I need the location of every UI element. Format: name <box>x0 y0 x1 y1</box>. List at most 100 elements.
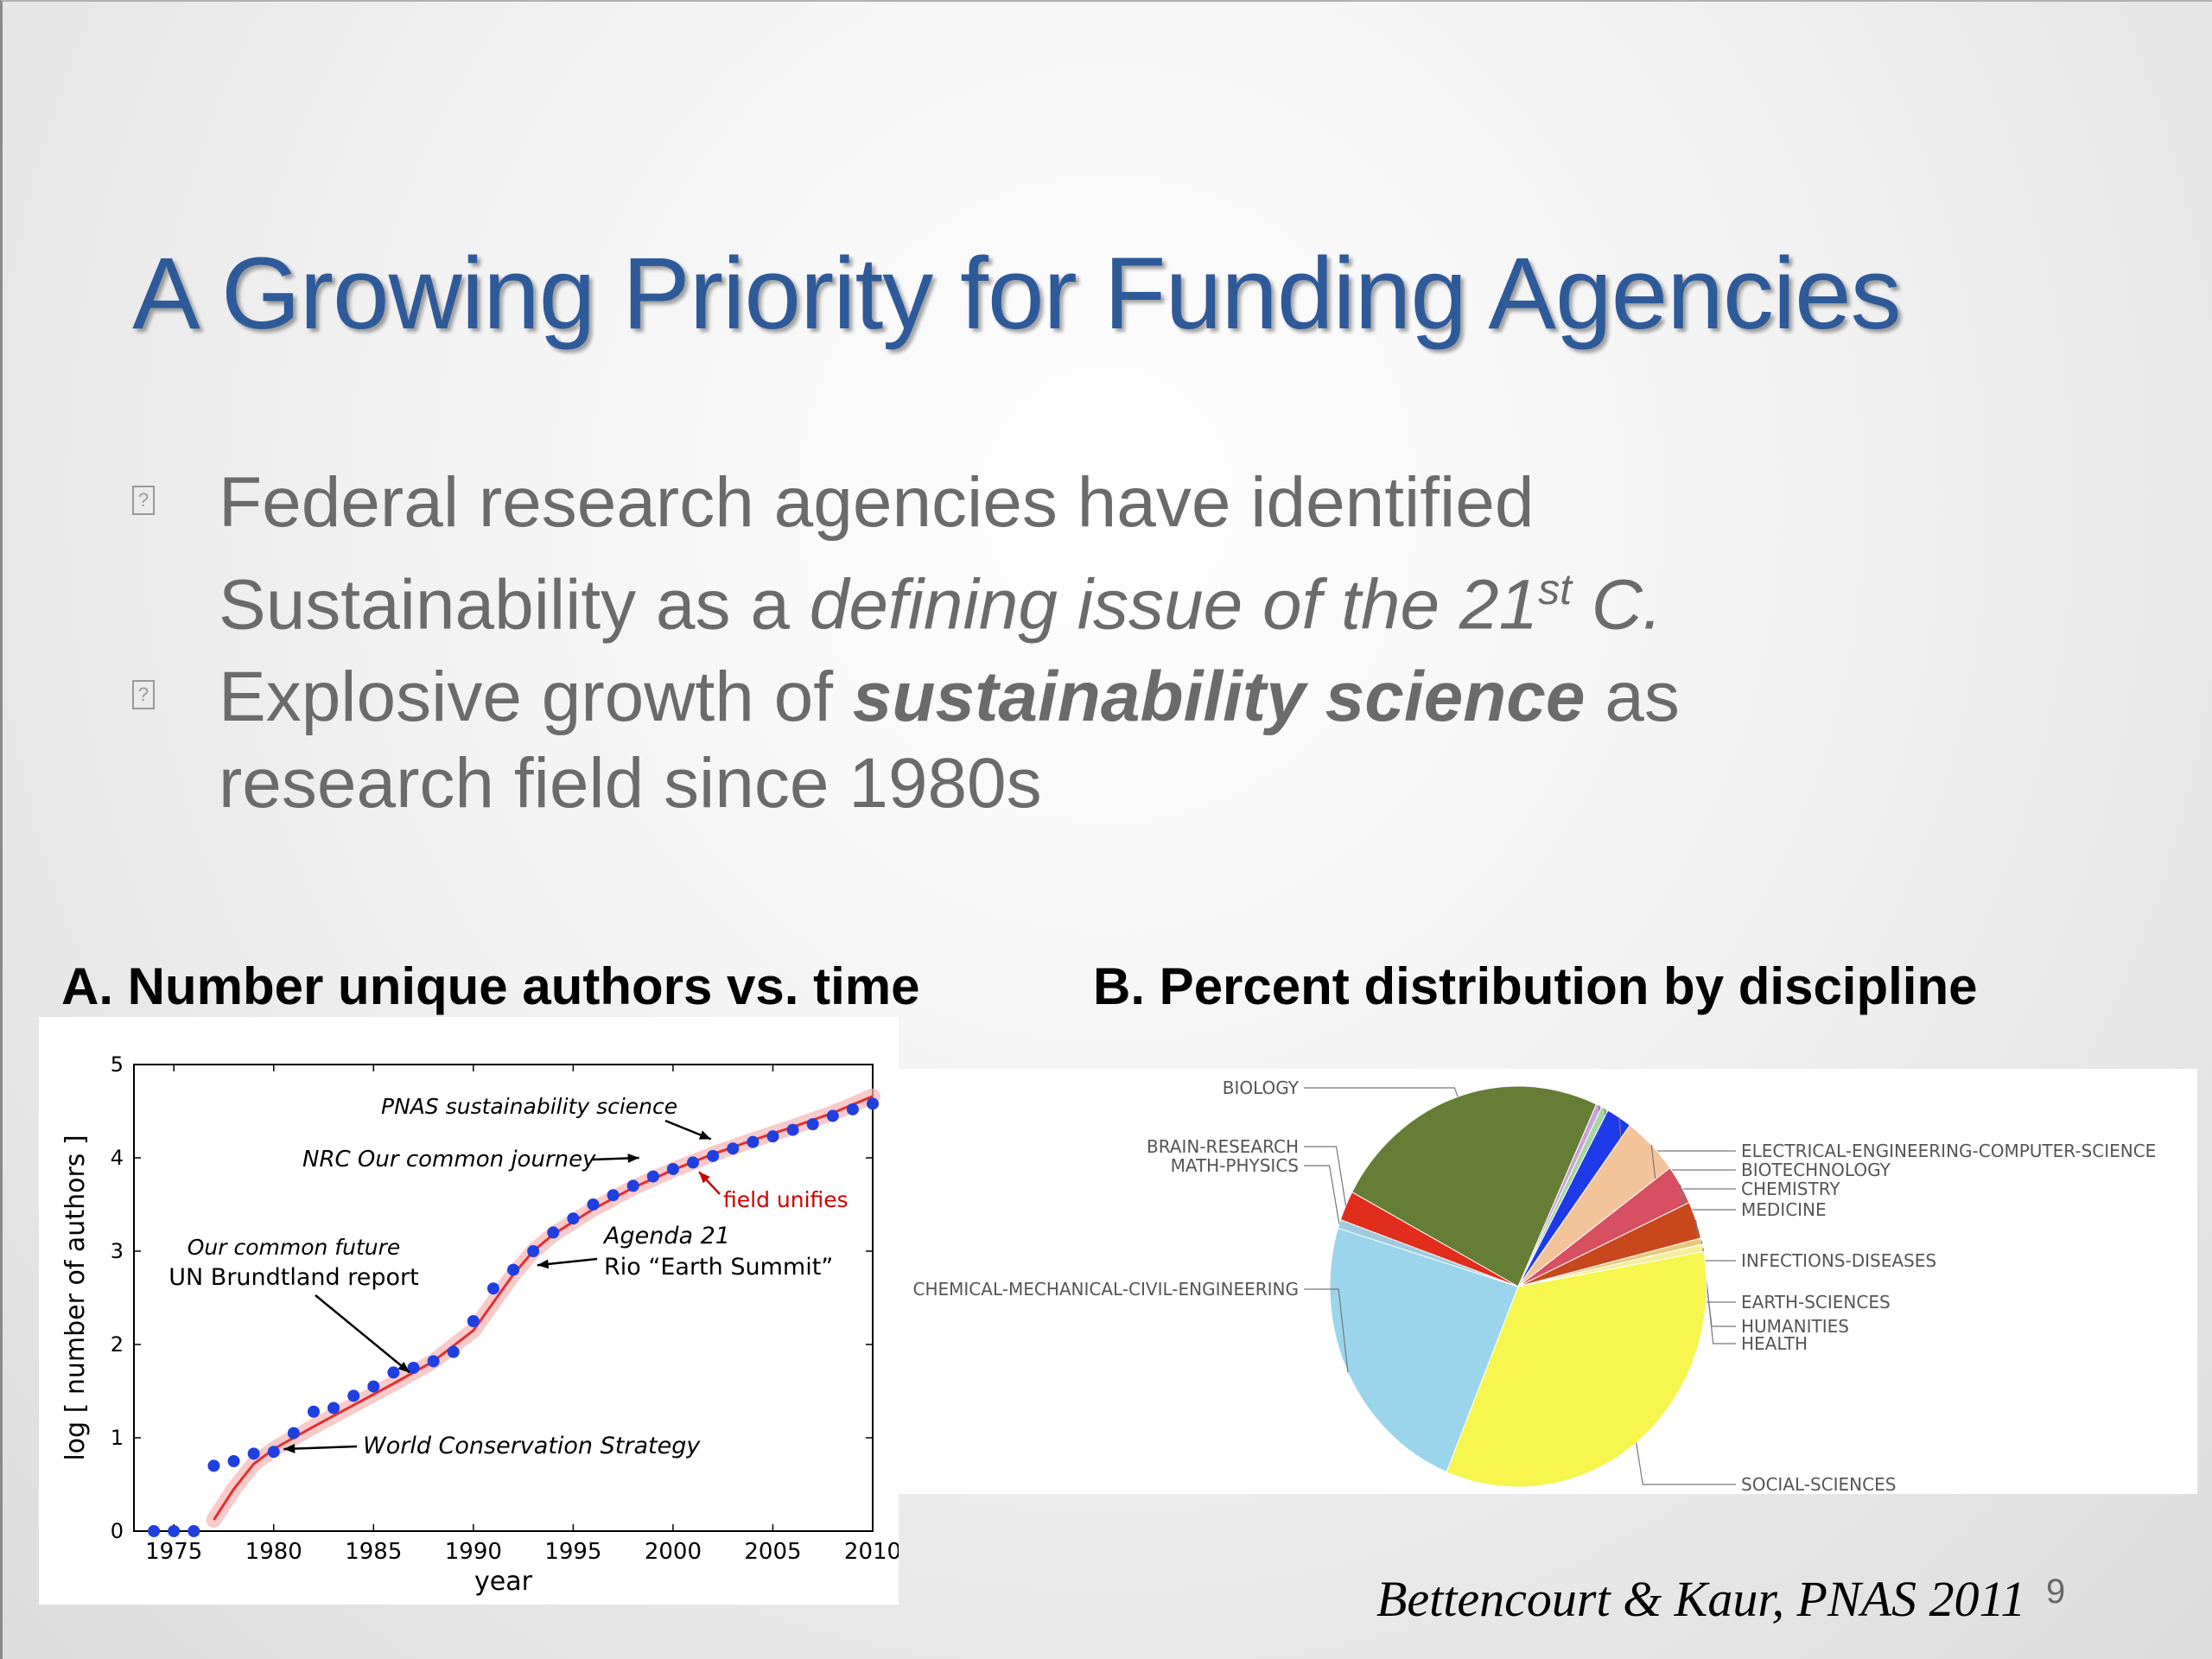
annotation-arrow-head <box>698 1130 711 1140</box>
pie-slice-label: BIOTECHNOLOGY <box>1741 1160 1891 1180</box>
pie-leader-line <box>1304 1165 1340 1224</box>
data-point <box>846 1103 859 1116</box>
annotation-nrc: NRC Our common journey <box>302 1147 596 1173</box>
pie-slice-label: ELECTRICAL-ENGINEERING-COMPUTER-SCIENCE <box>1741 1141 2156 1161</box>
data-point <box>607 1189 620 1202</box>
data-point <box>626 1179 639 1192</box>
y-tick-label: 0 <box>111 1519 124 1543</box>
annotation-arrow <box>283 1445 358 1451</box>
data-point <box>707 1149 720 1162</box>
x-tick-label: 2010 <box>844 1539 899 1565</box>
bullet-1-plain: Sustainability as a <box>219 565 810 645</box>
annotation-common-future: Our common future <box>188 1235 401 1260</box>
annotation-arrow-red-head <box>698 1172 710 1184</box>
x-tick-label: 2005 <box>744 1539 801 1565</box>
pie-slice <box>1446 1250 1707 1488</box>
x-tick-label: 1985 <box>345 1539 402 1565</box>
annotation-arrow-head <box>283 1444 296 1453</box>
pie-slice-label: EARTH-SCIENCES <box>1741 1292 1891 1313</box>
pie-slice-label: BRAIN-RESEARCH <box>1147 1136 1299 1157</box>
data-point <box>387 1366 400 1379</box>
data-point <box>867 1097 879 1110</box>
y-tick-label: 3 <box>111 1239 124 1263</box>
bullet-2-line-1: Explosive growth of sustainability scien… <box>219 654 2033 741</box>
pie-leader-line <box>1636 1442 1736 1485</box>
data-point <box>227 1455 240 1467</box>
y-tick-label: 4 <box>111 1146 124 1170</box>
data-point <box>347 1389 360 1402</box>
pie-leader-line <box>1304 1087 1459 1097</box>
pie-slice <box>1339 1191 1519 1287</box>
data-point <box>567 1212 580 1225</box>
pie-slice-label: SOCIAL-SCIENCES <box>1741 1474 1896 1494</box>
unknown-glyph-icon: ? <box>132 486 155 515</box>
annotation-arrow <box>315 1294 410 1374</box>
data-point <box>727 1142 740 1155</box>
data-point <box>766 1130 779 1143</box>
data-point <box>287 1427 300 1440</box>
pie-slice-label: MEDICINE <box>1741 1199 1827 1220</box>
annotation-arrow-head <box>397 1362 410 1373</box>
bullet-1-line-1: Federal research agencies have identifie… <box>219 463 1535 542</box>
pie-slice-label: CHEMISTRY <box>1741 1179 1840 1199</box>
x-tick-label: 1980 <box>245 1539 302 1565</box>
data-point <box>207 1459 220 1472</box>
discipline-pie-chart: BIOLOGY ELECTRICAL-ENGINEERING-COMPUTER-S… <box>913 1077 2157 1495</box>
x-axis-label: year <box>474 1567 533 1597</box>
y-tick-label: 2 <box>111 1332 124 1357</box>
x-tick-label: 1995 <box>544 1539 601 1565</box>
data-point <box>666 1162 679 1175</box>
pie-slice-label: HUMANITIES <box>1741 1316 1849 1337</box>
annotation-pnas: PNAS sustainability science <box>381 1094 677 1119</box>
y-tick-label: 5 <box>111 1052 124 1077</box>
data-point <box>507 1263 520 1276</box>
data-point <box>687 1156 700 1169</box>
annotation-arrow-head <box>627 1154 639 1163</box>
annotation-brundtland: UN Brundtland report <box>168 1264 418 1291</box>
data-point <box>467 1315 480 1327</box>
data-point <box>527 1245 540 1257</box>
data-point <box>747 1135 760 1148</box>
panel-b-label: B. Percent distribution by discipline <box>1093 957 1978 1015</box>
y-axis-label: log [ number of authors ] <box>60 1135 91 1460</box>
pie-slice-label: INFECTIONS-DISEASES <box>1741 1250 1936 1271</box>
data-point <box>168 1525 181 1537</box>
data-point <box>806 1118 819 1131</box>
data-point <box>367 1380 380 1393</box>
bullet-2-line-2: research field since 1980s <box>219 744 1042 823</box>
annotation-rio: Rio “Earth Summit” <box>604 1254 833 1281</box>
pie-slice-label: BIOLOGY <box>1223 1077 1300 1098</box>
authors-chart: 1975 1980 1985 1990 1995 2000 2005 2010 0 1 2 3 4 5 ye… <box>60 1052 901 1597</box>
data-point <box>587 1198 600 1211</box>
data-point <box>307 1405 320 1418</box>
bullet-1-italic-end: C. <box>1572 565 1662 645</box>
panel-a-label: A. Number unique authors vs. time <box>61 957 920 1015</box>
pie-slice-label: CHEMICAL-MECHANICAL-CIVIL-ENGINEERING <box>913 1279 1299 1300</box>
bullet-2-plain: Explosive growth of <box>219 658 853 736</box>
page-number: 9 <box>2046 1573 2066 1611</box>
data-point <box>486 1282 499 1295</box>
unknown-glyph-icon: ? <box>132 680 155 709</box>
data-point <box>267 1446 280 1459</box>
pie-slice <box>1351 1085 1598 1287</box>
data-point <box>327 1402 340 1414</box>
bullet-1-italic: defining issue of the 21 <box>809 565 1539 645</box>
slide-title: A Growing Priority for Funding Agencies <box>132 237 1902 351</box>
authors-chart-panel: 1975 1980 1985 1990 1995 2000 2005 2010 0 1 2 3 4 5 ye… <box>39 1017 901 1605</box>
annotation-arrow-head <box>537 1259 550 1269</box>
data-point <box>547 1226 560 1239</box>
bullet-1-line-2: Sustainability as a defining issue of th… <box>219 546 2033 648</box>
pie-slice-label: HEALTH <box>1741 1333 1808 1354</box>
data-point <box>407 1362 420 1374</box>
data-point <box>826 1109 839 1122</box>
data-point <box>188 1525 200 1537</box>
annotation-world-conservation: World Conservation Strategy <box>363 1433 701 1459</box>
data-point <box>447 1345 460 1358</box>
annotation-agenda-21: Agenda 21 <box>602 1223 730 1249</box>
data-point <box>646 1170 659 1183</box>
x-tick-label: 1975 <box>145 1539 202 1565</box>
pie-leader-line <box>1304 1288 1349 1373</box>
citation: Bettencourt & Kaur, PNAS 2011 <box>1376 1571 2026 1627</box>
pie-leader-line <box>1702 1248 1736 1344</box>
